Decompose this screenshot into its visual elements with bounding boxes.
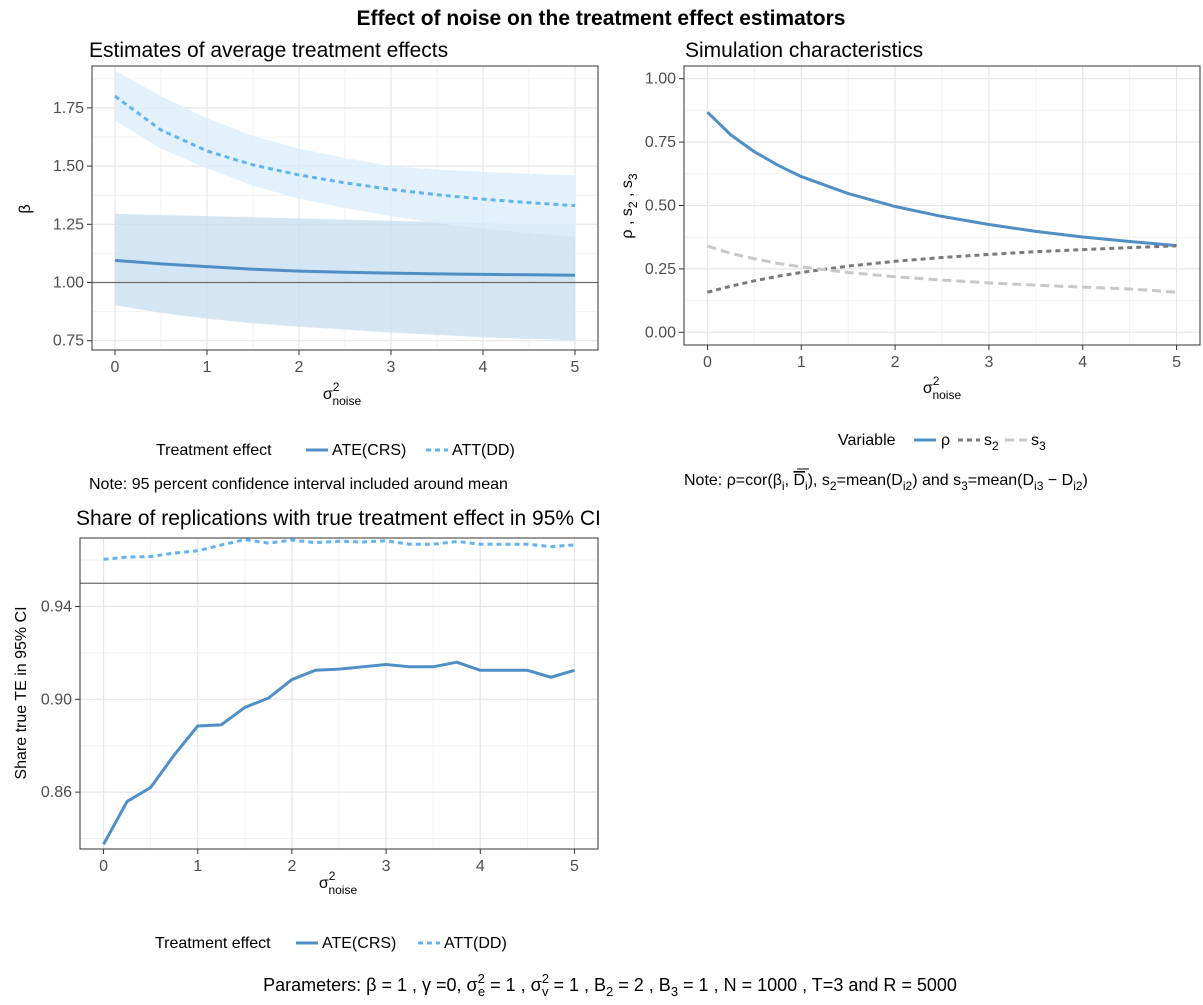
x-tick-label: 5	[571, 359, 580, 376]
x-tick-label: 4	[479, 359, 488, 376]
y-tick-label: 1.50	[53, 158, 84, 175]
panel-a-y-axis-title: β	[17, 204, 34, 213]
panel-c-title: Share of replications with true treatmen…	[76, 507, 601, 530]
y-tick-label: 1.25	[53, 216, 84, 233]
x-tick-label: 4	[476, 858, 485, 875]
panel-a-legend-title: Treatment effect	[156, 442, 272, 459]
figure-title: Effect of noise on the treatment effect …	[357, 7, 846, 30]
x-tick-label: 0	[111, 359, 120, 376]
x-tick-label: 1	[797, 354, 806, 371]
legend-label-att: ATT(DD)	[452, 442, 515, 459]
panel-c-legend-title: Treatment effect	[155, 935, 271, 952]
y-tick-label: 0.75	[645, 134, 676, 151]
y-tick-label: 0.75	[53, 333, 84, 350]
x-tick-label: 0	[99, 858, 108, 875]
panel-b-note: Note: ρ=cor(βi, Di), s2=mean(Di2) and s3…	[684, 472, 1088, 493]
series-line-0	[706, 111, 1177, 248]
x-tick-label: 5	[570, 858, 579, 875]
x-tick-label: 3	[382, 858, 391, 875]
y-tick-label: 1.00	[645, 71, 676, 88]
y-tick-label: 0.86	[41, 784, 72, 801]
x-tick-label: 5	[1172, 354, 1181, 371]
series-line-2	[707, 244, 1177, 294]
x-tick-label: 4	[1078, 354, 1087, 371]
panel-a-note: Note: 95 percent confidence interval inc…	[89, 476, 508, 493]
legend-label-s3: s3	[1031, 432, 1046, 453]
series-line-1	[103, 538, 575, 561]
y-tick-label: 0.25	[645, 261, 676, 278]
panel-a-x-axis-title: σ2 noise	[323, 380, 362, 408]
y-tick-label: 1.75	[53, 100, 84, 117]
series-line-1	[114, 95, 576, 208]
series-line-0	[114, 258, 576, 277]
panel-c-legend: Treatment effect ATE(CRS) ATT(DD)	[155, 935, 507, 952]
x-tick-label: 2	[295, 359, 304, 376]
x-tick-label: 1	[193, 858, 202, 875]
panel-c-y-axis-title: Share true TE in 95% CI	[13, 606, 30, 779]
x-tick-label: 2	[891, 354, 900, 371]
x-tick-label: 3	[984, 354, 993, 371]
panel-b-y-axis-title: ρ , s2 , s3	[619, 173, 640, 238]
confidence-band-0	[115, 213, 575, 341]
x-tick-label: 1	[203, 359, 212, 376]
panel-coverage-share: Share of replications with true treatmen…	[13, 507, 601, 952]
y-tick-label: 1.00	[53, 274, 84, 291]
y-tick-label: 0.90	[41, 691, 72, 708]
panel-b-legend-title: Variable	[838, 432, 896, 449]
parameters-line: Parameters: β = 1 , γ =0, σ2 e = 1 , σ2 v …	[263, 971, 957, 999]
x-tick-label: 2	[287, 858, 296, 875]
panel-b-title: Simulation characteristics	[685, 39, 923, 62]
panel-b-x-axis-title: σ2 noise	[923, 374, 962, 402]
confidence-band-1	[115, 70, 575, 238]
panel-simulation-characteristics: Simulation characteristics 0 1 2 3 4 5 0.00 0.2…	[619, 39, 1201, 493]
x-tick-label: 0	[703, 354, 712, 371]
x-tick-label: 3	[387, 359, 396, 376]
panel-treatment-effect-estimates: Estimates of average treatment effects 0…	[17, 39, 599, 493]
legend-label-att: ATT(DD)	[444, 935, 507, 952]
series-line-0	[102, 660, 575, 846]
y-tick-label: 0.00	[645, 324, 676, 341]
legend-label-ate: ATE(CRS)	[332, 442, 406, 459]
legend-label-ate: ATE(CRS)	[322, 935, 396, 952]
panel-b-legend: Variable ρ s2 s3	[838, 432, 1046, 453]
panel-c-x-axis-title: σ2 noise	[319, 869, 358, 897]
y-tick-label: 0.50	[645, 198, 676, 215]
y-tick-label: 0.94	[41, 598, 72, 615]
legend-label-rho: ρ	[941, 432, 950, 449]
panel-a-title: Estimates of average treatment effects	[89, 39, 448, 62]
series-line-1	[707, 244, 1177, 294]
legend-label-s2: s2	[984, 432, 999, 453]
panel-a-legend: Treatment effect ATE(CRS) ATT(DD)	[156, 442, 515, 459]
